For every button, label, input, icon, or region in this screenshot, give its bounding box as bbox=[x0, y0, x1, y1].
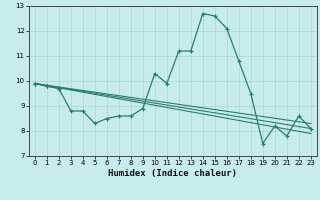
X-axis label: Humidex (Indice chaleur): Humidex (Indice chaleur) bbox=[108, 169, 237, 178]
